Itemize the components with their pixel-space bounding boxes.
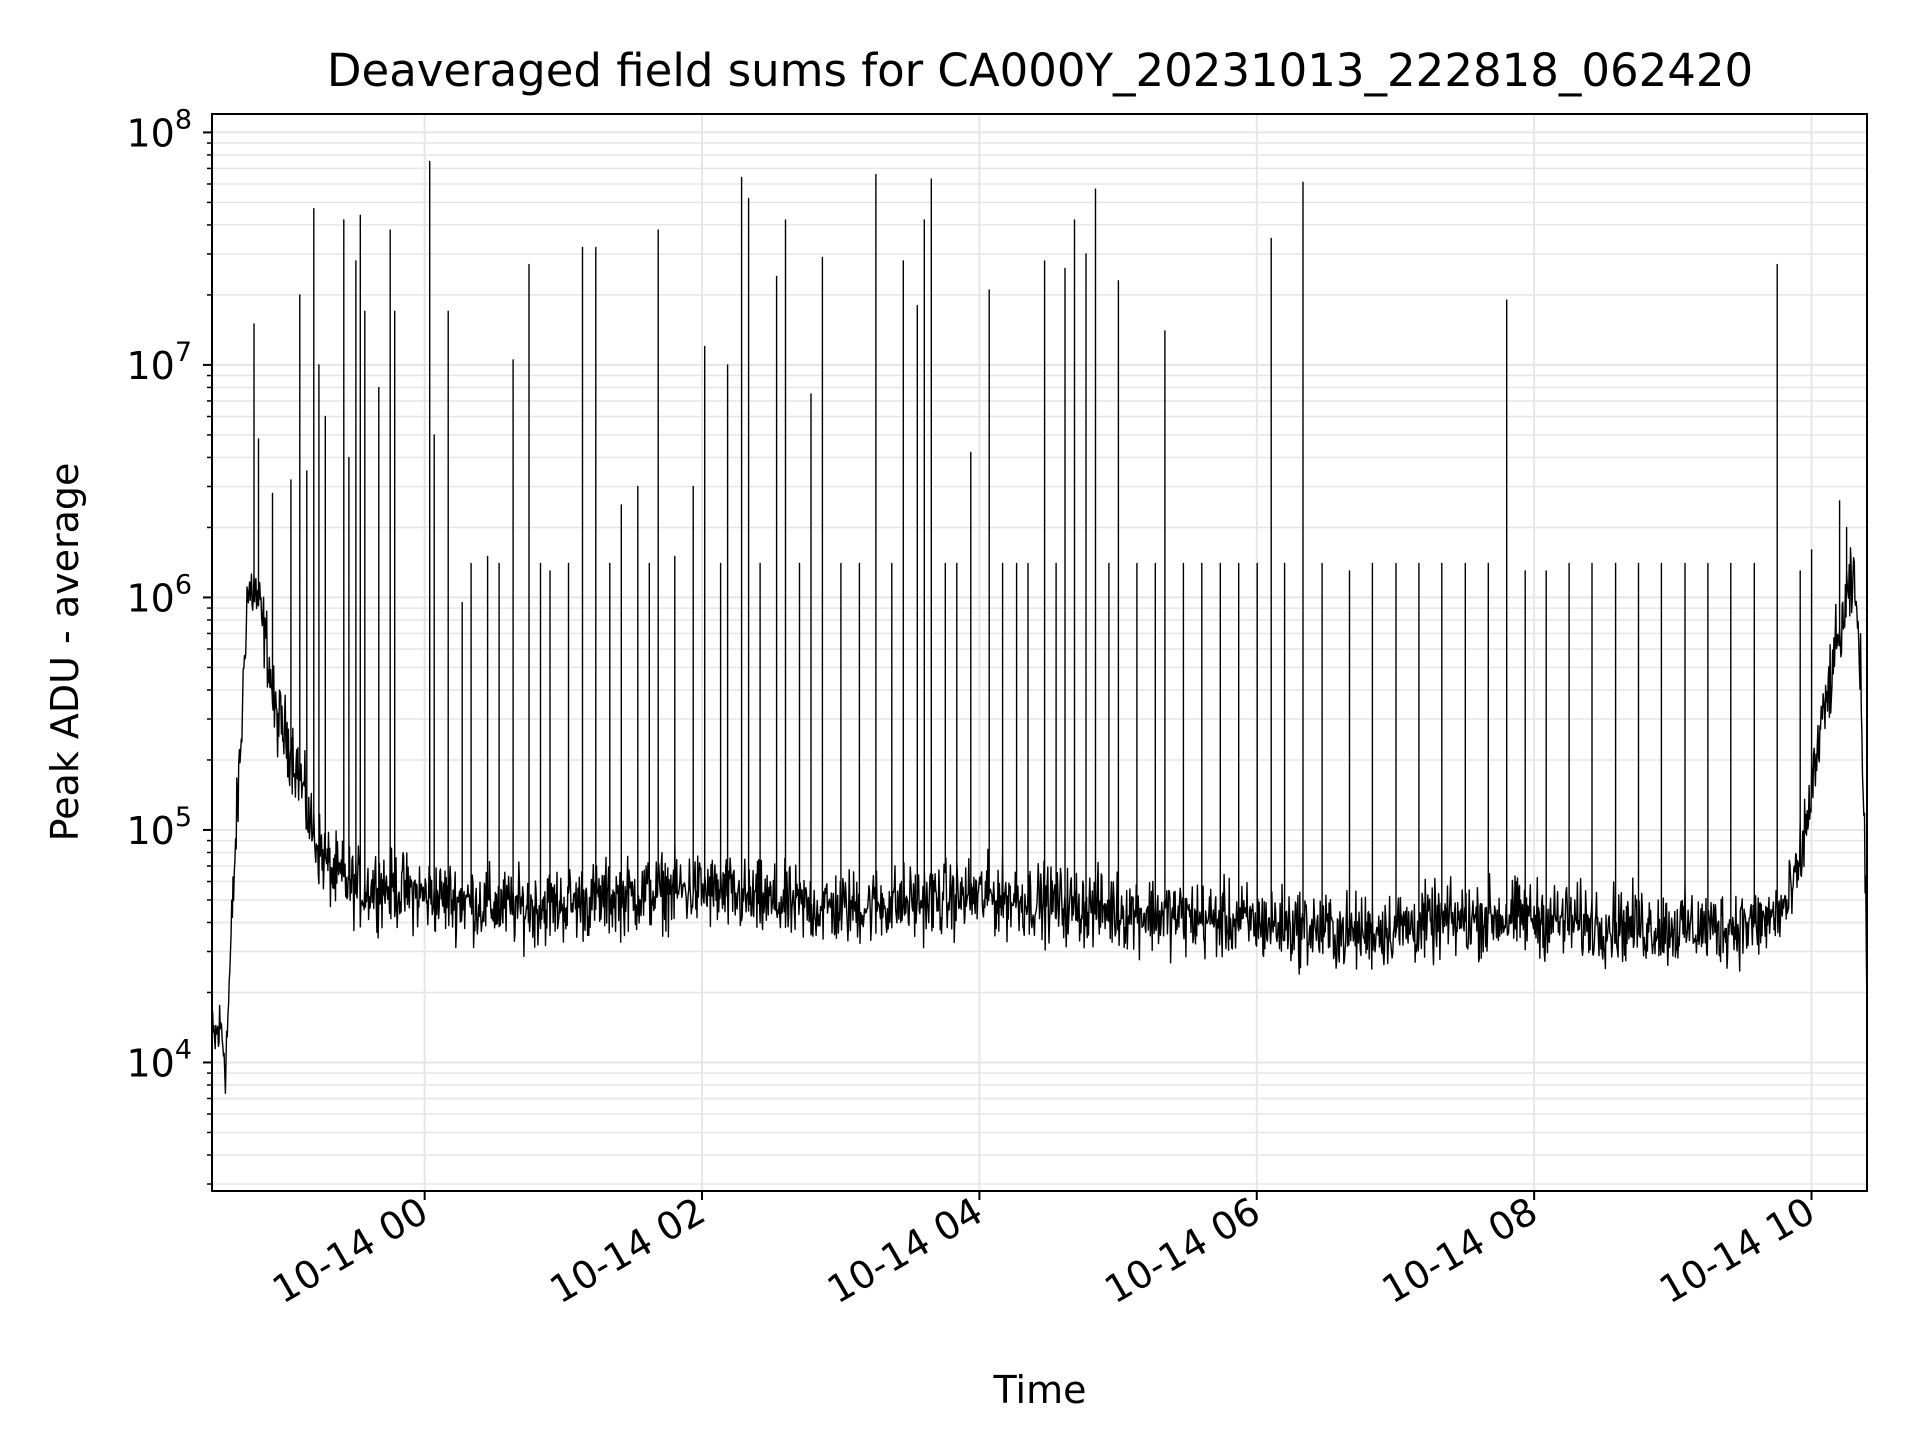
y-axis-label: Peak ADU - average [43, 463, 87, 842]
y-tick-label: 106 [126, 569, 192, 620]
series-line [211, 160, 1868, 1094]
plot-frame [211, 113, 1868, 1192]
y-tick-label: 108 [126, 104, 192, 155]
chart-title: Deaveraged field sums for CA000Y_2023101… [327, 44, 1753, 97]
plot-line [211, 160, 1868, 1094]
y-axis: 104 105 106 107 108 [126, 104, 212, 1185]
y-tick-label: 105 [126, 802, 192, 853]
y-tick-label: 107 [126, 337, 192, 388]
y-tick-label: 104 [126, 1034, 192, 1085]
x-axis-label: Time [993, 1368, 1087, 1412]
